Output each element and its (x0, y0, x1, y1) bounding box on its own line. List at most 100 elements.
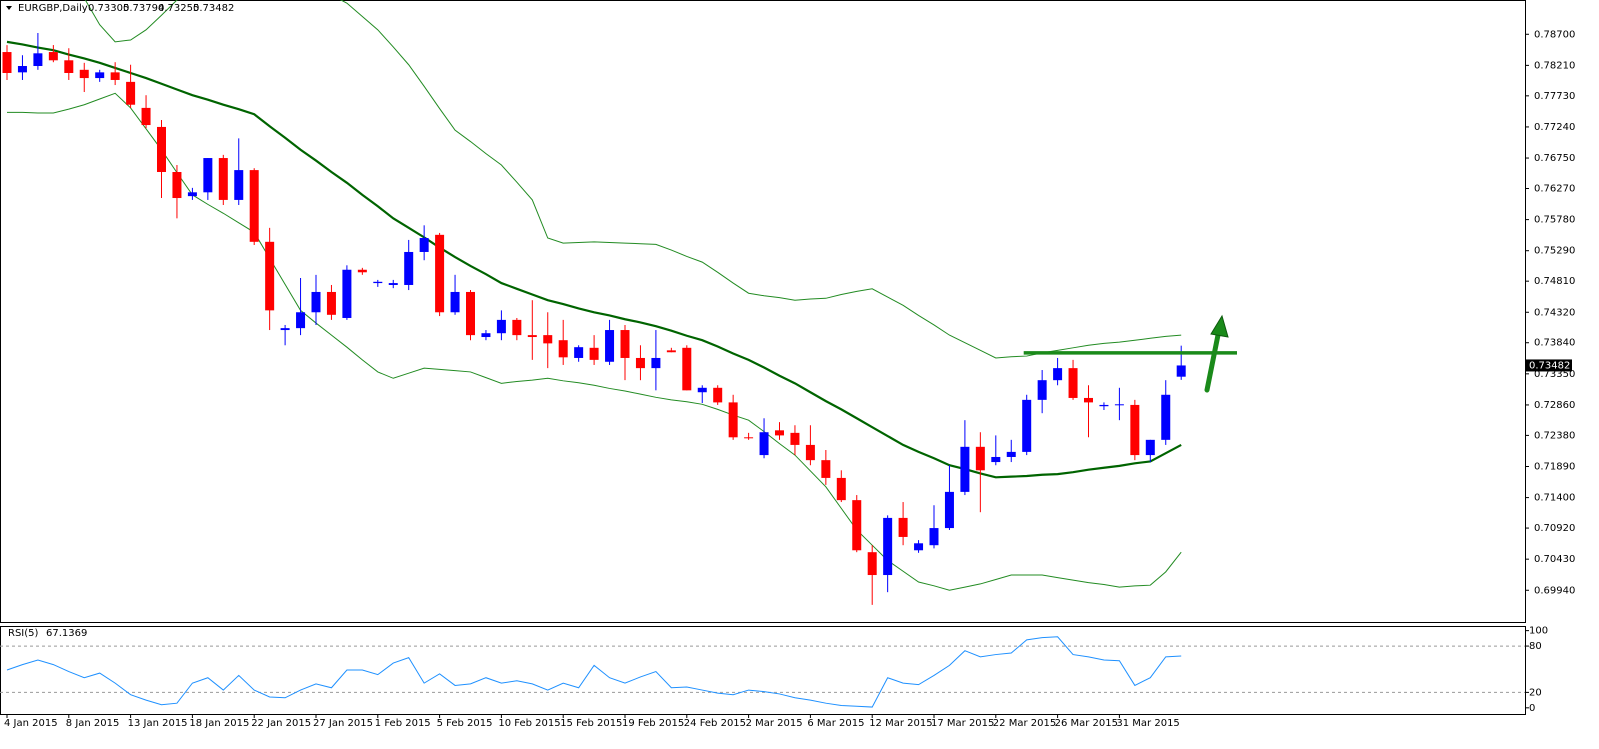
candle-body (1130, 404, 1140, 456)
rsi-panel-frame (0, 626, 1526, 715)
candle-body (651, 357, 661, 369)
candle-body (435, 234, 445, 313)
candle-body (1099, 404, 1109, 407)
candle-body (527, 335, 537, 338)
candle-body (836, 477, 846, 501)
candle-body (883, 517, 893, 576)
candle-body (126, 81, 136, 105)
candle-body (944, 491, 954, 529)
candle-body (187, 192, 197, 197)
candle-body (898, 517, 908, 537)
rsi-label: RSI(5) (8, 628, 39, 639)
x-tick-label: 27 Jan 2015 (313, 718, 373, 729)
x-tick-label: 5 Feb 2015 (437, 718, 493, 729)
candle-body (852, 500, 862, 551)
candle-body (1022, 399, 1032, 452)
candle-body (759, 432, 769, 456)
candle-body (1145, 439, 1155, 456)
candle-body (373, 281, 383, 284)
candle-body (48, 52, 58, 61)
header-close: 0.73482 (193, 3, 234, 14)
candle-body (790, 432, 800, 445)
candle-body (357, 269, 367, 273)
trend-arrow (1204, 314, 1229, 393)
x-tick-label: 22 Jan 2015 (251, 718, 311, 729)
candle-body (249, 170, 259, 242)
x-tick-label: 22 Mar 2015 (993, 718, 1056, 729)
candle-body (450, 291, 460, 313)
candle-body (326, 291, 336, 315)
x-tick-label: 19 Feb 2015 (622, 718, 684, 729)
band-lower (7, 92, 1182, 591)
x-tick-label: 10 Feb 2015 (498, 718, 560, 729)
y-tick-label: 0.72380 (1534, 430, 1575, 441)
candle-body (1068, 368, 1078, 398)
candle-body (682, 347, 692, 391)
rsi-line (6, 636, 1182, 708)
candle-body (805, 444, 815, 461)
y-tick-label: 0.78700 (1534, 29, 1575, 40)
candle-body (620, 330, 630, 358)
menu-icon[interactable] (6, 6, 12, 10)
candle-body (419, 238, 429, 252)
y-tick-label: 0.72860 (1534, 400, 1575, 411)
candle-body (635, 357, 645, 369)
candle-body (666, 350, 676, 353)
rsi-y-tick-label: 80 (1529, 641, 1542, 652)
candle-body (975, 446, 985, 471)
candle-body (558, 340, 568, 358)
y-tick-label: 0.78210 (1534, 60, 1575, 71)
rsi-y-tick-label: 0 (1529, 703, 1535, 714)
candle-body (512, 319, 522, 336)
rsi-y-tick-label: 20 (1529, 687, 1542, 698)
header-low: 0.73255 (158, 3, 199, 14)
candle-body (929, 528, 939, 546)
candle-body (713, 387, 723, 403)
candle-body (1037, 380, 1047, 400)
rsi-y-tick-label: 100 (1529, 626, 1548, 637)
y-tick-label: 0.73350 (1534, 369, 1575, 380)
band-upper (84, 0, 1182, 359)
main-plot (2, 0, 1186, 605)
candle-body (1161, 394, 1171, 440)
candle-body (33, 53, 43, 67)
candle-body (589, 347, 599, 360)
candle-body (311, 291, 321, 313)
y-tick-label: 0.76750 (1534, 153, 1575, 164)
y-tick-label: 0.69940 (1534, 585, 1575, 596)
y-tick-label: 0.77240 (1534, 122, 1575, 133)
x-tick-label: 15 Feb 2015 (560, 718, 622, 729)
y-tick-label: 0.70920 (1534, 523, 1575, 534)
candle-body (172, 172, 182, 199)
candle-body (821, 460, 831, 478)
candle-body (342, 269, 352, 318)
y-tick-label: 0.75780 (1534, 215, 1575, 226)
candle-body (697, 387, 707, 393)
candle-body (1006, 451, 1016, 457)
current-price-label: 0.73482 (1529, 360, 1570, 371)
candle-body (218, 158, 228, 200)
candle-body (914, 543, 924, 551)
candle-body (296, 312, 306, 329)
candle-body (605, 330, 615, 362)
candle-body (1176, 365, 1186, 377)
candle-body (744, 437, 754, 439)
candle-body (1084, 397, 1093, 403)
x-tick-label: 18 Jan 2015 (189, 718, 249, 729)
x-tick-label: 13 Jan 2015 (128, 718, 188, 729)
x-tick-label: 1 Feb 2015 (375, 718, 431, 729)
header-open: 0.73305 (88, 3, 129, 14)
candle-body (1114, 404, 1124, 406)
x-tick-label: 6 Mar 2015 (807, 718, 864, 729)
rsi-value: 67.1369 (46, 628, 87, 639)
candle-body (157, 126, 166, 173)
rsi-plot (0, 636, 1525, 708)
y-tick-label: 0.73840 (1534, 338, 1575, 349)
x-tick-label: 2 Mar 2015 (746, 718, 803, 729)
candle-body (141, 107, 151, 126)
current-price-box (1526, 359, 1572, 372)
main-panel-frame (0, 0, 1526, 623)
candle-body (234, 170, 244, 200)
candle-body (2, 52, 12, 73)
symbol: EURGBP,Daily (18, 3, 88, 14)
